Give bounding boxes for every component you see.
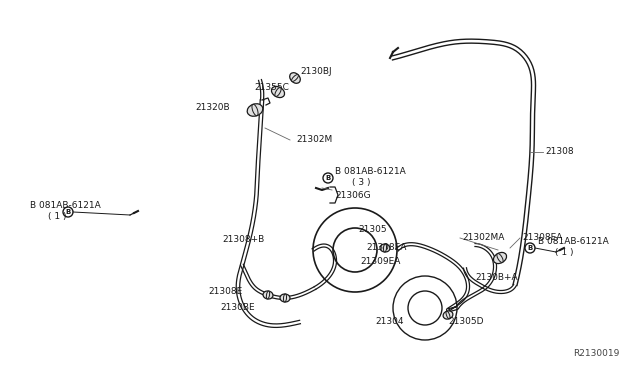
Text: 21302M: 21302M [296, 135, 332, 144]
Ellipse shape [292, 74, 298, 81]
Ellipse shape [271, 86, 285, 97]
Text: 21308: 21308 [545, 148, 573, 157]
Text: R2130019: R2130019 [573, 349, 620, 358]
Ellipse shape [443, 311, 453, 319]
Text: 21302MA: 21302MA [462, 234, 504, 243]
Text: 21306G: 21306G [335, 190, 371, 199]
Text: 21355C: 21355C [254, 83, 289, 92]
Text: 21308EA: 21308EA [522, 234, 563, 243]
Ellipse shape [493, 253, 506, 264]
Ellipse shape [284, 294, 287, 302]
Ellipse shape [247, 104, 263, 116]
Ellipse shape [446, 311, 450, 319]
Text: B: B [325, 175, 331, 181]
Text: ( 1 ): ( 1 ) [555, 248, 573, 257]
Ellipse shape [252, 104, 258, 116]
Text: 21305: 21305 [358, 225, 387, 234]
Ellipse shape [266, 291, 269, 299]
Text: 21304: 21304 [375, 317, 403, 327]
Text: B 081AB-6121A: B 081AB-6121A [538, 237, 609, 247]
Text: 21309EA: 21309EA [360, 257, 401, 266]
Text: 2130BJ: 2130BJ [300, 67, 332, 77]
Ellipse shape [383, 244, 387, 252]
Text: B 081AB-6121A: B 081AB-6121A [335, 167, 406, 176]
Text: 21308+B: 21308+B [222, 235, 264, 244]
Text: B 081AB-6121A: B 081AB-6121A [30, 201, 100, 209]
Ellipse shape [380, 244, 390, 252]
Text: 21308E: 21308E [208, 288, 243, 296]
Text: 21320B: 21320B [195, 103, 230, 112]
Text: 21305D: 21305D [448, 317, 483, 327]
Text: 21308EA: 21308EA [366, 244, 406, 253]
Text: B: B [65, 209, 70, 215]
Ellipse shape [290, 73, 300, 83]
Text: 2130B+A: 2130B+A [475, 273, 518, 282]
Ellipse shape [263, 291, 273, 299]
Ellipse shape [275, 87, 281, 96]
Text: ( 1 ): ( 1 ) [48, 212, 67, 221]
Ellipse shape [497, 254, 503, 263]
Text: ( 3 ): ( 3 ) [352, 179, 371, 187]
Text: 2130BE: 2130BE [220, 302, 255, 311]
Text: B: B [527, 245, 532, 251]
Ellipse shape [280, 294, 290, 302]
